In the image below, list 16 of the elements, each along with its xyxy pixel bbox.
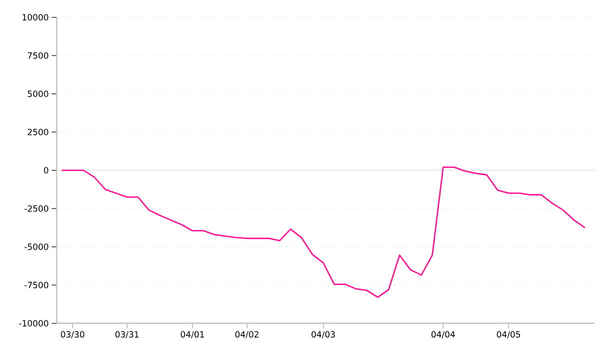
y-tick-label: -7500 — [24, 282, 48, 288]
x-tick-label: 03/31 — [115, 331, 139, 338]
y-tick-label: -2500 — [24, 205, 48, 212]
y-tick-label: -5000 — [24, 244, 48, 250]
y-tick-label: 2500 — [28, 128, 48, 136]
x-tick-label: 04/04 — [431, 331, 455, 338]
x-tick-label: 04/02 — [235, 331, 258, 338]
y-tick-label: -10000 — [19, 320, 48, 326]
y-tick-label: 10000 — [22, 14, 48, 20]
x-tick-label: 04/01 — [180, 331, 204, 338]
x-tick-label: 03/30 — [60, 331, 84, 338]
x-tick-label: 04/03 — [312, 331, 335, 338]
y-tick-label: 0 — [44, 167, 48, 174]
x-tick-label: 04/05 — [496, 331, 520, 338]
y-tick-label: 7500 — [28, 52, 48, 59]
y-tick-label: 5000 — [28, 90, 48, 97]
